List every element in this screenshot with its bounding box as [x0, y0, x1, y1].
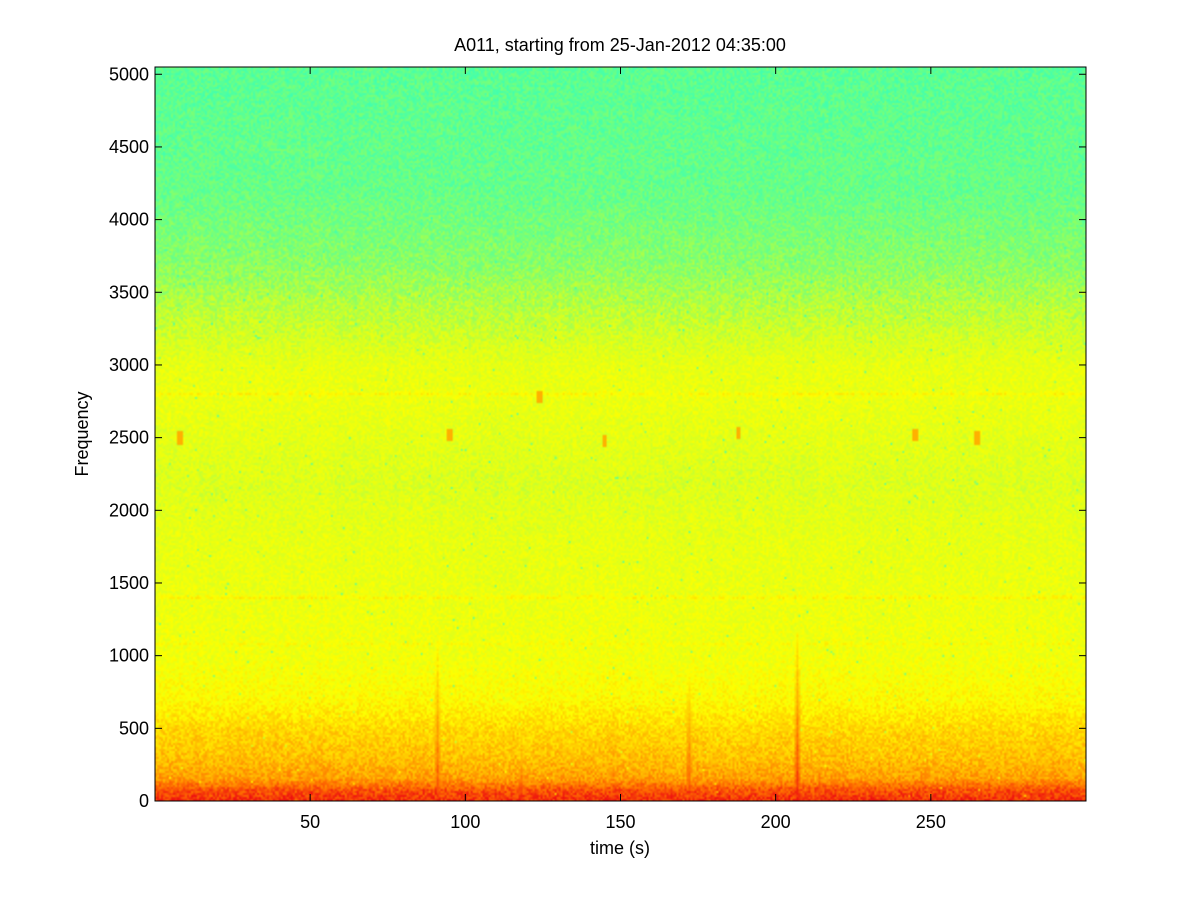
y-tick-label: 3500 — [109, 282, 149, 302]
y-tick-label: 3000 — [109, 355, 149, 375]
x-tick-label: 100 — [450, 812, 480, 832]
spectrogram-heatmap — [155, 67, 1086, 801]
y-tick-label: 1000 — [109, 646, 149, 666]
y-tick-label: 4500 — [109, 137, 149, 157]
y-tick-label: 1500 — [109, 573, 149, 593]
x-axis-ticks: 50 100 150 200 250 — [300, 67, 946, 832]
plot-area — [154, 66, 1087, 802]
y-tick-label: 500 — [119, 718, 149, 738]
x-axis-label: time (s) — [590, 838, 650, 858]
x-tick-label: 200 — [761, 812, 791, 832]
y-tick-label: 5000 — [109, 64, 149, 84]
x-tick-label: 150 — [605, 812, 635, 832]
x-tick-label: 250 — [916, 812, 946, 832]
y-tick-label: 0 — [139, 791, 149, 811]
y-tick-label: 4000 — [109, 210, 149, 230]
y-tick-label: 2000 — [109, 500, 149, 520]
chart-title: A011, starting from 25-Jan-2012 04:35:00 — [454, 35, 786, 55]
y-tick-label: 2500 — [109, 428, 149, 448]
y-axis-label: Frequency — [72, 391, 92, 476]
x-tick-label: 50 — [300, 812, 320, 832]
y-axis-ticks: 0 500 1000 1500 2000 2500 3000 3500 4000 4500 5000 — [109, 64, 1086, 811]
